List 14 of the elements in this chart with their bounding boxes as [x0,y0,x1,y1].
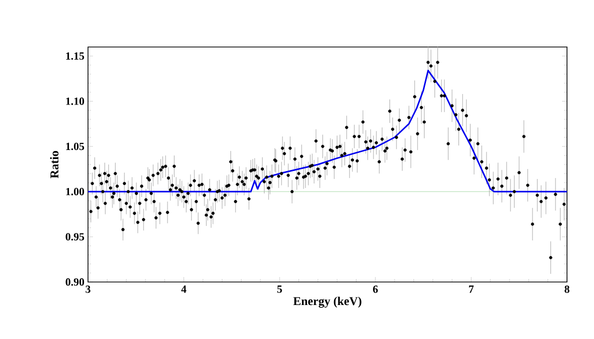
y-tick-label: 1.00 [66,188,84,196]
x-tick-label: 3 [86,286,90,293]
y-tick-label: 1.15 [66,52,84,60]
y-tick-label: 1.05 [66,142,84,150]
y-tick-label: 1.10 [66,98,84,105]
y-tick-label: 0.90 [66,278,84,286]
x-tick-label: 6 [373,286,378,293]
x-tick-label: 5 [277,286,282,293]
y-tick-label: 0.95 [66,233,84,241]
y-axis-title: Ratio [50,151,58,178]
x-axis-title: Energy (keV) [293,296,362,308]
x-tick-label: 7 [469,286,474,293]
x-tick-label: 4 [181,286,186,293]
x-tick-label: 8 [564,286,570,293]
